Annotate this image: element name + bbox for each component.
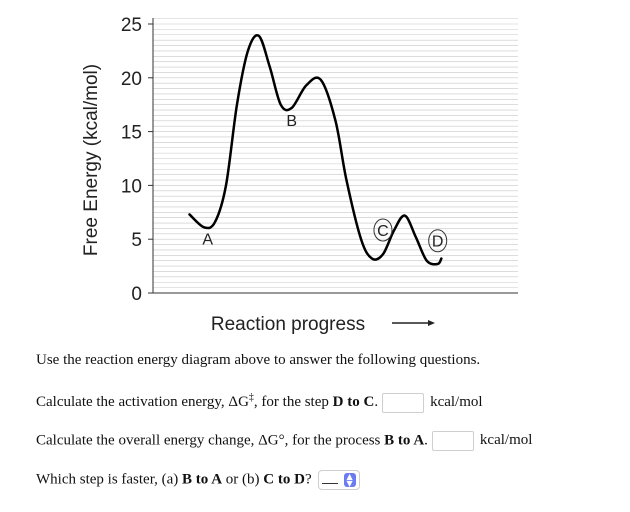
q3-text-end: ? [304,471,312,488]
question-faster-step: Which step is faster, (a) B to A or (b) … [36,470,360,490]
y-axis-label: Free Energy (kcal/mol) [81,64,102,256]
x-axis-label: Reaction progress [211,314,365,335]
point-labels: A B C D [202,113,448,253]
select-arrows-icon: ▲ ▼ [343,473,356,488]
activation-energy-input[interactable] [382,392,425,413]
question-overall-energy: Calculate the overall energy change, ΔG°… [36,431,532,451]
q2-unit: kcal/mol [479,432,533,449]
y-tick-label: 20 [121,69,142,90]
q3-text-mid: or (b) [225,471,260,488]
y-tick-label: 5 [131,230,142,251]
point-label-d: D [432,234,444,251]
q1-text-start: Calculate the activation energy, ΔG [36,394,249,410]
energy-curve-line [188,34,443,266]
energy-diagram-chart: 0 5 10 15 20 25 Free Energy (kcal/mol) Reacti… [81,15,518,335]
q2-text-start: Calculate the overall energy change, ΔG°… [36,432,381,449]
q3-option-a-bold: B to A [182,471,223,488]
chart-grid [153,18,518,288]
q1-double-dagger: ‡ [248,392,254,403]
x-axis-arrow [392,320,435,326]
y-tick-label: 25 [121,15,142,36]
q1-text-end: . [374,394,379,410]
select-placeholder [321,482,338,484]
q3-text-start: Which step is faster, (a) [36,471,179,488]
y-tick-label: 10 [121,176,142,197]
q1-unit: kcal/mol [430,394,483,410]
y-tick-label: 15 [121,123,142,144]
point-label-circle [428,229,448,253]
q3-option-b-bold: C to D [263,471,305,488]
point-label-c: C [377,223,389,240]
point-label-circle [373,218,393,242]
intro-text: Use the reaction energy diagram above to… [36,352,481,368]
overall-energy-input[interactable] [431,431,474,451]
y-tick-label: 0 [131,284,142,305]
q2-process-bold: B to A [384,432,425,449]
question-activation-energy: Calculate the activation energy, ΔG‡, fo… [36,392,483,413]
q1-text-mid: , for the step [253,394,329,410]
q2-text-end: . [424,432,428,449]
faster-step-select[interactable]: ▲ ▼ [317,470,360,490]
point-label-a: A [202,232,213,249]
point-label-b: B [286,113,297,130]
y-tick-labels: 0 5 10 15 20 25 [121,15,153,305]
q1-step-bold: D to C [332,394,375,410]
